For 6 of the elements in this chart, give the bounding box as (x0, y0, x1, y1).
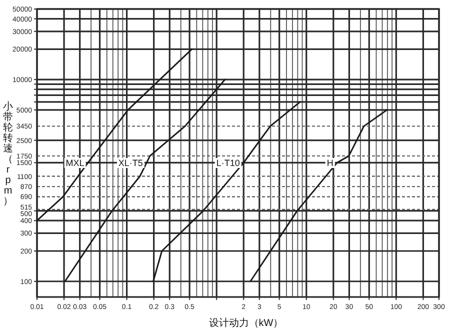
series-label: H (326, 158, 334, 168)
series-label: XL·T5 (118, 158, 143, 168)
text: 小带轮转速（rpm） (3, 102, 13, 207)
x-axis-title: 设计动力（kW） (208, 317, 284, 329)
series-label: MXL (66, 158, 84, 168)
series-label: L·T10 (216, 158, 240, 168)
